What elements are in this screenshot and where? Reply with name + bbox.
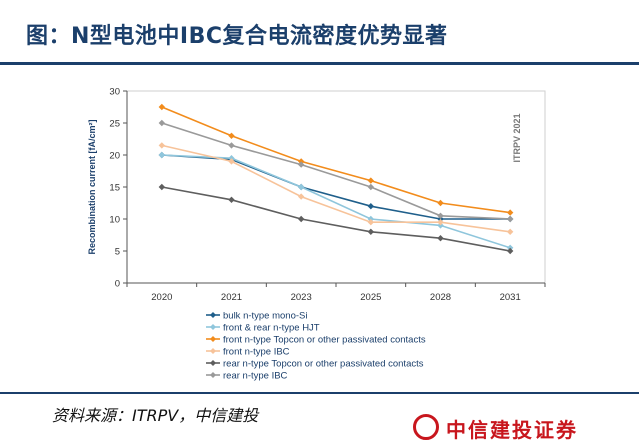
data-point: [506, 247, 514, 255]
y-tick-label: 25: [109, 119, 120, 130]
y-tick-label: 20: [109, 151, 120, 162]
legend-item: rear n-type Topcon or other passivated c…: [206, 359, 424, 370]
legend-item: front n-type Topcon or other passivated …: [206, 335, 426, 346]
data-point: [228, 158, 235, 165]
series-5: [158, 183, 514, 255]
data-point: [228, 196, 235, 203]
chart-annotation: ITRPV 2021: [512, 113, 522, 162]
data-point: [506, 209, 514, 216]
logo-icon: [413, 414, 439, 440]
data-point: [506, 228, 514, 235]
data-point: [437, 212, 444, 219]
plot-frame: [126, 90, 546, 284]
x-tick-label: 2020: [151, 292, 172, 303]
x-tick-label: 2025: [360, 292, 381, 303]
data-point: [297, 215, 305, 223]
legend-item: front & rear n-type HJT: [206, 323, 320, 334]
data-point: [158, 151, 166, 159]
data-point: [228, 132, 235, 139]
legend-label: front & rear n-type HJT: [223, 323, 320, 334]
page-title: 图：N型电池中IBC复合电流密度优势显著: [26, 24, 448, 49]
data-point: [297, 161, 305, 168]
legend-marker: [210, 360, 216, 366]
x-tick-label: 2023: [291, 292, 312, 303]
data-point: [367, 177, 375, 184]
legend-marker: [210, 324, 216, 330]
source-note: 资料来源：ITRPV，中信建投: [52, 406, 259, 425]
legend-label: bulk n-type mono-Si: [223, 311, 307, 322]
data-point: [297, 193, 305, 200]
legend-item: bulk n-type mono-Si: [206, 311, 307, 322]
data-point: [506, 215, 514, 223]
series-line: [161, 154, 511, 249]
title-divider: [0, 62, 639, 65]
legend-item: front n-type IBC: [206, 347, 290, 358]
y-tick-label: 15: [109, 183, 120, 194]
y-tick-label: 30: [109, 87, 120, 98]
series-3: [158, 103, 514, 216]
series-1: [158, 151, 514, 223]
data-point: [228, 142, 235, 149]
data-point: [367, 219, 375, 226]
y-tick-label: 5: [115, 247, 120, 258]
series-6: [158, 119, 514, 223]
series-line: [161, 122, 511, 220]
series-line: [161, 106, 511, 214]
data-point: [158, 119, 166, 127]
data-point: [367, 183, 375, 191]
legend-marker: [210, 336, 216, 342]
footer-divider: [0, 392, 639, 394]
data-point: [367, 228, 375, 235]
legend-label: front n-type Topcon or other passivated …: [223, 335, 426, 346]
series-4: [158, 142, 514, 235]
legend-label: rear n-type IBC: [223, 371, 288, 382]
data-point: [297, 183, 305, 191]
legend-marker: [210, 312, 216, 318]
legend-label: rear n-type Topcon or other passivated c…: [223, 359, 424, 370]
legend-label: front n-type IBC: [223, 347, 290, 358]
legend-marker: [210, 372, 216, 378]
y-axis-label: Recombination current [fA/cm²]: [87, 119, 97, 254]
data-point: [158, 183, 166, 191]
x-tick-label: 2028: [430, 292, 451, 303]
y-tick-label: 0: [115, 279, 120, 290]
data-point: [158, 142, 166, 149]
logo-text: 中信建投证券: [446, 418, 578, 442]
legend-marker: [210, 348, 216, 354]
x-tick-label: 2031: [500, 292, 521, 303]
legend-item: rear n-type IBC: [206, 371, 288, 382]
series-2: [158, 151, 514, 251]
series-line: [161, 186, 511, 252]
data-point: [437, 235, 444, 242]
x-tick-label: 2021: [221, 292, 242, 303]
y-tick-label: 10: [109, 215, 120, 226]
data-point: [367, 203, 375, 210]
data-point: [437, 199, 444, 207]
data-point: [158, 103, 166, 111]
series-line: [161, 144, 511, 233]
data-point: [437, 219, 444, 226]
